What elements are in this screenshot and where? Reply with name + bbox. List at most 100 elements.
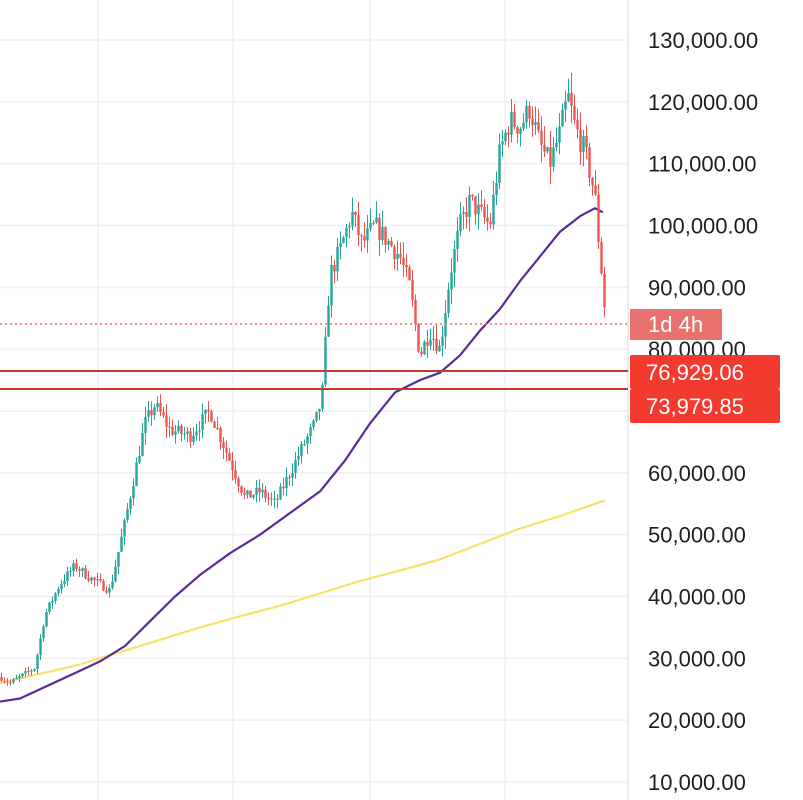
candle-body (153, 407, 156, 416)
candle-129 (387, 238, 390, 251)
candle-body (159, 403, 162, 413)
candle-20 (60, 579, 63, 594)
candle-157 (471, 194, 474, 201)
candle-110 (330, 255, 333, 318)
candle-150 (450, 258, 453, 304)
candle-body (504, 132, 507, 142)
candle-66 (198, 421, 201, 442)
candle-body (441, 336, 444, 346)
candle-body (225, 447, 228, 453)
candle-155 (465, 197, 468, 229)
candle-body (471, 194, 474, 197)
candle-body (252, 495, 255, 498)
candle-6 (18, 673, 21, 683)
candle-body (165, 415, 168, 427)
candle-body (114, 566, 117, 582)
candle-165 (495, 171, 498, 206)
candle-162 (486, 204, 489, 231)
candle-1 (3, 677, 6, 684)
horizontal-levels (0, 323, 628, 390)
candle-body (144, 416, 147, 434)
candle-72 (216, 416, 219, 431)
candle-26 (78, 566, 81, 578)
candle-body (72, 563, 75, 571)
candle-11 (33, 668, 36, 673)
candle-body (135, 462, 138, 486)
candle-body (303, 443, 306, 445)
candle-44 (132, 478, 135, 506)
candle-29 (87, 570, 90, 583)
candle-181 (543, 126, 546, 158)
candle-body (540, 130, 543, 145)
candle-body (24, 670, 27, 674)
candle-196 (588, 142, 591, 187)
candle-body (306, 436, 309, 444)
candle-144 (432, 325, 435, 352)
candle-153 (459, 202, 462, 237)
candle-45 (135, 457, 138, 487)
candle-body (423, 341, 426, 355)
candle-body (33, 668, 36, 671)
candle-59 (177, 420, 180, 434)
y-tick-label: 50,000.00 (648, 523, 746, 548)
candle-body (132, 485, 135, 499)
candle-145 (435, 324, 438, 355)
candle-body (534, 122, 537, 125)
candle-body (369, 223, 372, 229)
candle-36 (108, 584, 111, 598)
candle-151 (453, 240, 456, 287)
candle-103 (309, 423, 312, 444)
candle-body (429, 339, 432, 346)
candle-body (297, 456, 300, 460)
candle-19 (57, 586, 60, 597)
candle-113 (339, 231, 342, 260)
candle-body (9, 682, 12, 684)
candle-body (246, 490, 249, 495)
candle-body (51, 600, 54, 603)
candle-104 (312, 419, 315, 431)
candle-body (282, 486, 285, 489)
candle-10 (30, 668, 33, 676)
candle-body (411, 279, 414, 301)
candle-47 (141, 422, 144, 457)
candle-57 (171, 419, 174, 437)
candle-135 (405, 253, 408, 277)
candle-184 (552, 136, 555, 172)
y-tick-label: 130,000.00 (648, 28, 758, 53)
candle-199 (597, 184, 600, 250)
candle-body (195, 431, 198, 436)
candle-body (6, 681, 9, 683)
candle-body (204, 409, 207, 415)
candle-121 (363, 222, 366, 248)
candle-body (150, 410, 153, 416)
candle-13 (39, 634, 42, 660)
candle-91 (273, 490, 276, 509)
candle-body (345, 227, 348, 238)
candle-159 (477, 193, 480, 230)
candle-body (558, 126, 561, 143)
candle-64 (192, 427, 195, 446)
candle-body (162, 412, 165, 416)
candle-body (486, 217, 489, 222)
candle-86 (258, 479, 261, 502)
candle-body (78, 569, 81, 571)
candle-body (483, 206, 486, 218)
candle-97 (291, 463, 294, 487)
candle-142 (426, 329, 429, 358)
candle-body (492, 194, 495, 225)
candle-body (309, 427, 312, 437)
candle-41 (123, 518, 126, 546)
candle-body (432, 338, 435, 340)
candle-body (39, 638, 42, 655)
level-price-tag-1: 76,929.06 (630, 355, 780, 389)
candle-106 (318, 408, 321, 421)
candle-167 (501, 129, 504, 157)
candle-body (171, 426, 174, 435)
candle-197 (591, 177, 594, 196)
candle-body (45, 611, 48, 627)
level-price-tag-bg (630, 355, 780, 389)
candle-body (480, 204, 483, 207)
candle-body (189, 431, 192, 442)
candle-171 (513, 103, 516, 130)
